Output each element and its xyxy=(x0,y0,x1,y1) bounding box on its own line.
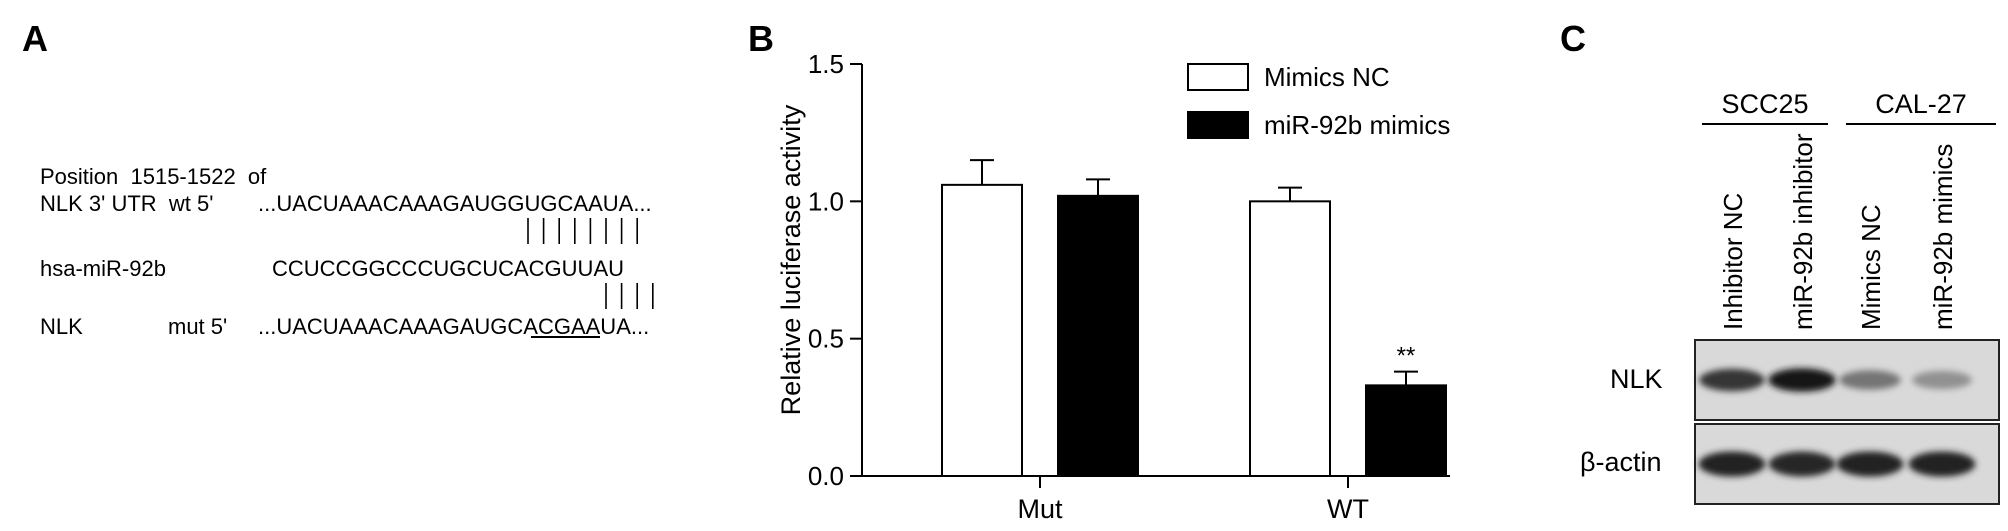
mir-sequence: CCUCCGGCCCUGCUCACGUUAU xyxy=(272,256,624,281)
y-tick-label: 0.0 xyxy=(808,461,844,491)
mut-label: NLK xyxy=(40,314,83,339)
blot-band xyxy=(1836,451,1904,477)
blot-lane-label: miR-92b inhibitor xyxy=(1788,133,1818,330)
mut-sequence: ...UACUAAACAAAGAUGCACGAAUA... xyxy=(258,316,649,338)
x-tick-label: Mut xyxy=(1017,494,1063,524)
blot-band xyxy=(1699,368,1765,392)
mut-pairing-lines xyxy=(605,283,654,309)
legend-label: miR-92b mimics xyxy=(1264,110,1450,140)
legend-label: Mimics NC xyxy=(1264,62,1390,92)
mut-seq-post: AAUA... xyxy=(570,314,650,339)
legend-swatch xyxy=(1187,63,1249,91)
panel-a-letter: A xyxy=(22,18,48,59)
blot-group-label: CAL-27 xyxy=(1875,89,1967,119)
bar xyxy=(1057,194,1139,477)
y-axis-label: Relative luciferase activity xyxy=(776,104,806,415)
bar xyxy=(941,183,1023,477)
actin-row-label: β-actin xyxy=(1580,447,1662,477)
mir-label: hsa-miR-92b xyxy=(40,256,166,281)
mut-seq-pre: ...UACUAAACAAAGAUG xyxy=(258,314,508,339)
blot-band xyxy=(1908,451,1976,477)
y-tick-label: 0.5 xyxy=(808,324,844,354)
blot-lane-label: Inhibitor NC xyxy=(1718,193,1748,330)
mut-tag: mut 5' xyxy=(168,314,228,339)
pairing-marks xyxy=(527,218,654,338)
panel-b-letter: B xyxy=(748,18,774,59)
panel-c-letter: C xyxy=(1560,18,1586,59)
nlk-row-label: NLK xyxy=(1610,364,1663,394)
y-tick-label: 1.0 xyxy=(808,186,844,216)
blot-band xyxy=(1768,451,1836,477)
bar xyxy=(1249,200,1331,477)
wt-seq-post: ... xyxy=(633,191,652,216)
wt-pairing-lines xyxy=(527,218,639,244)
position-label: Position 1515-1522 of xyxy=(40,164,267,189)
legend-swatch xyxy=(1187,111,1249,139)
significance-label: ** xyxy=(1397,343,1416,370)
blot-lane-label: Mimics NC xyxy=(1856,204,1886,330)
blot-lane-label: miR-92b mimics xyxy=(1928,144,1958,330)
wt-sequence: ...UACUAAACAAAGAUGGUGCAAUA... xyxy=(258,193,652,215)
blot-band xyxy=(1698,451,1766,477)
blot-group-label: SCC25 xyxy=(1721,89,1808,119)
blot-band xyxy=(1839,370,1901,390)
y-tick-label: 1.5 xyxy=(808,49,844,79)
bar xyxy=(1365,384,1447,477)
wt-label: NLK 3' UTR wt 5' xyxy=(40,191,214,216)
wt-seq-core: UGCAAUA xyxy=(524,191,634,216)
blot-band xyxy=(1768,368,1836,392)
wt-seq-pre: ...UACUAAACAAAGAUGG xyxy=(258,191,525,216)
x-tick-label: WT xyxy=(1327,494,1369,524)
blot-band xyxy=(1912,370,1972,390)
mut-seq-core: CACG xyxy=(507,314,571,339)
